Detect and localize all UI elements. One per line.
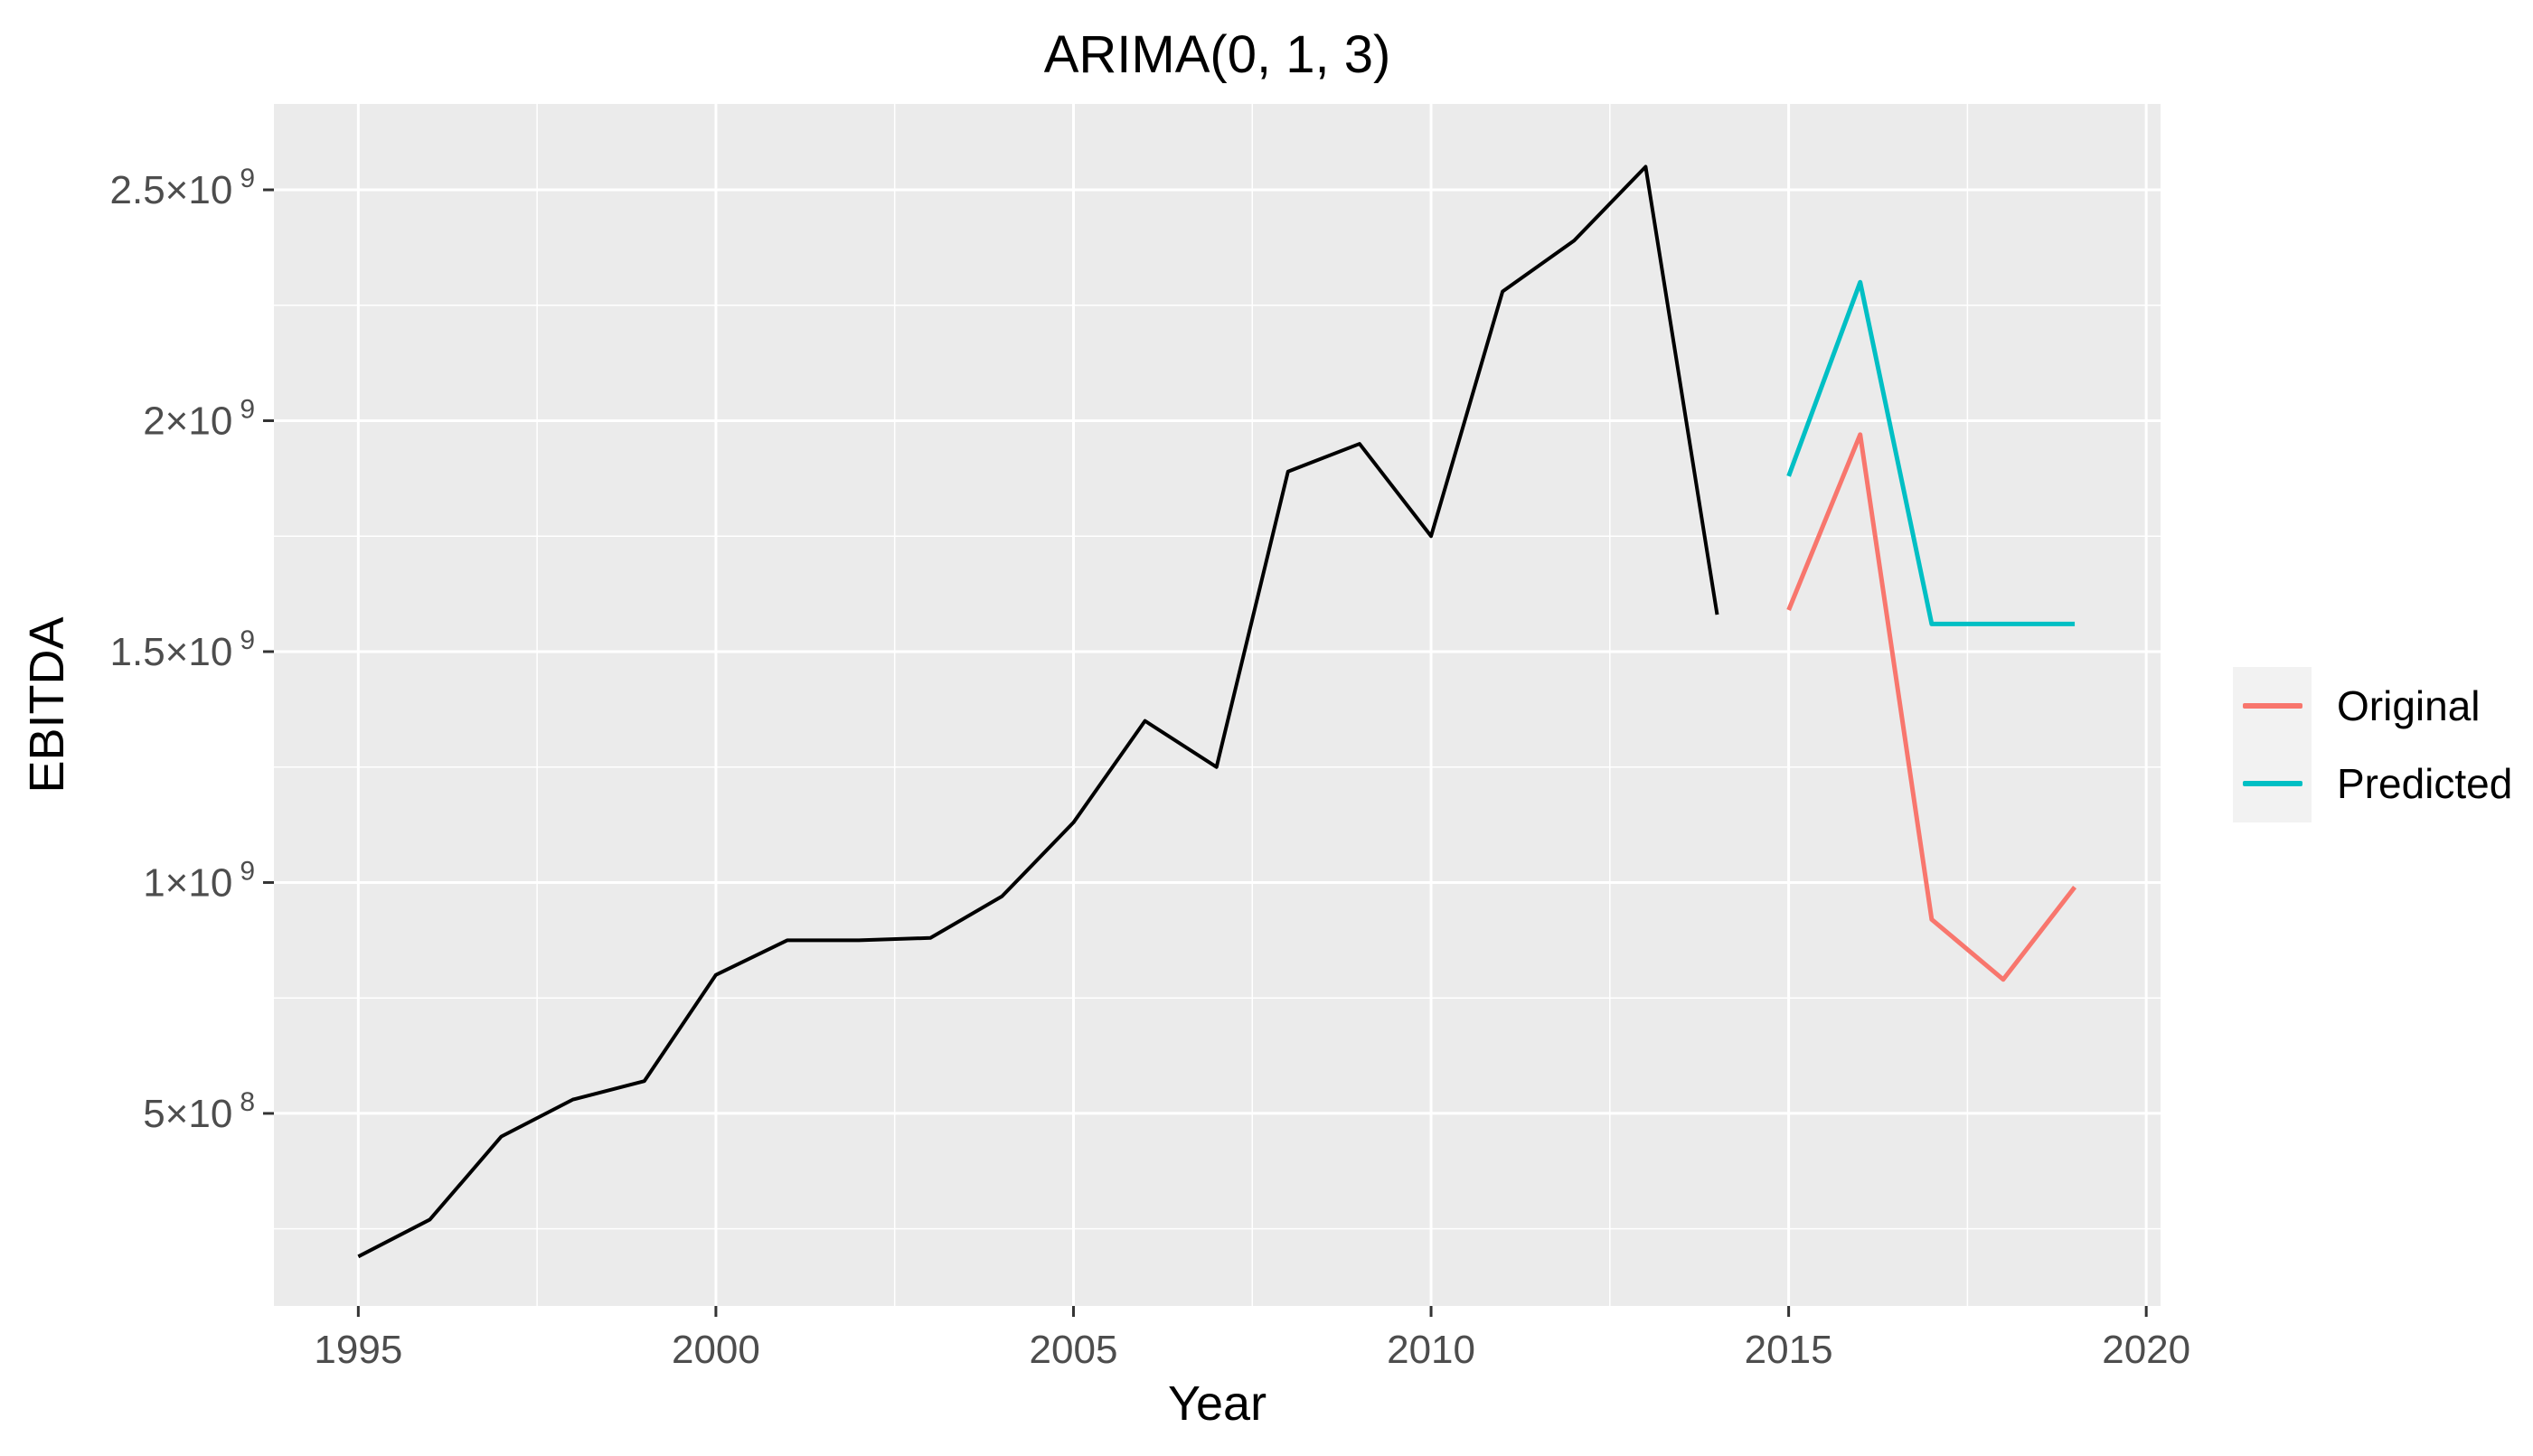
y-tick-label: 2×10 9 bbox=[143, 395, 255, 444]
original-line-swatch-icon bbox=[2242, 703, 2302, 709]
x-tick-label: 2005 bbox=[1030, 1328, 1118, 1372]
x-tick-label: 2010 bbox=[1387, 1328, 1475, 1372]
series-line-original bbox=[1786, 432, 2077, 982]
legend: Original Predicted bbox=[2233, 667, 2512, 822]
x-tick-label: 1995 bbox=[314, 1328, 402, 1372]
chart-title: ARIMA(0, 1, 3) bbox=[1043, 25, 1391, 84]
y-tick-label: 1.5×10 9 bbox=[110, 625, 256, 674]
legend-entry-original: Original bbox=[2233, 667, 2512, 745]
x-axis-title: Year bbox=[1167, 1376, 1267, 1431]
series-line-history bbox=[357, 164, 1719, 1259]
x-tick-label: 2000 bbox=[672, 1328, 760, 1372]
x-tick-label: 2020 bbox=[2102, 1328, 2190, 1372]
legend-key-predicted bbox=[2233, 745, 2312, 822]
y-tick-label: 2.5×10 9 bbox=[110, 164, 256, 212]
y-tick-label: 5×10 8 bbox=[143, 1087, 255, 1136]
predicted-line-swatch-icon bbox=[2242, 781, 2302, 786]
legend-key-original bbox=[2233, 667, 2312, 745]
y-axis-title: EBITDA bbox=[20, 616, 74, 794]
x-tick-label: 2015 bbox=[1745, 1328, 1833, 1372]
legend-label-original: Original bbox=[2337, 682, 2481, 729]
panel-background bbox=[274, 104, 2161, 1306]
legend-label-predicted: Predicted bbox=[2337, 760, 2513, 807]
legend-entry-predicted: Predicted bbox=[2233, 745, 2512, 822]
y-tick-label: 1×10 9 bbox=[143, 856, 255, 905]
series-line-predicted bbox=[1786, 279, 2076, 626]
